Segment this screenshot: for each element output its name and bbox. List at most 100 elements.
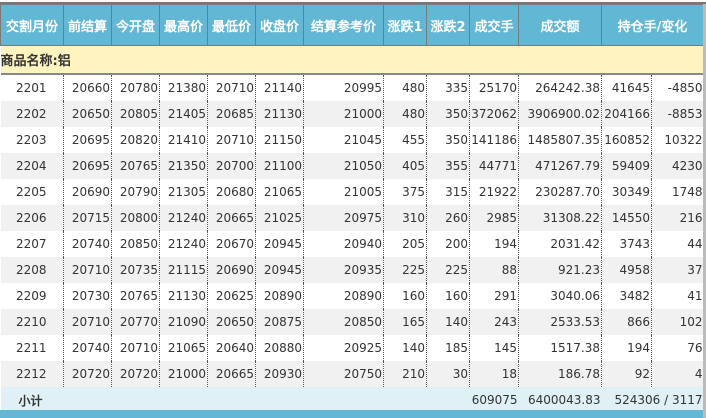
cell-settle-ref: 20850 — [303, 309, 384, 335]
cell-oi-change: 41 — [651, 283, 704, 309]
header-close[interactable]: 收盘价 — [255, 4, 304, 46]
cell-open: 20765 — [111, 283, 160, 309]
cell-low: 20685 — [207, 101, 256, 127]
cell-change2: 350 — [426, 127, 470, 153]
table-row[interactable]: 2210 20710 20770 21090 20650 20875 20850 165 140… — [0, 309, 704, 335]
cell-open: 20800 — [111, 205, 160, 231]
cell-change2: 160 — [426, 283, 470, 309]
cell-open-interest: 14550 — [601, 205, 652, 231]
cell-change1: 165 — [383, 309, 427, 335]
cell-open: 20780 — [111, 74, 160, 101]
header-row: 交割月份 前结算 今开盘 最高价 最低价 收盘价 结算参考价 涨跌1 涨跌2 成… — [0, 4, 704, 46]
cell-turnover: 2533.53 — [518, 309, 602, 335]
header-open[interactable]: 今开盘 — [111, 4, 160, 46]
header-settle-ref[interactable]: 结算参考价 — [303, 4, 384, 46]
cell-prev-settle: 20710 — [63, 309, 112, 335]
cell-close: 20890 — [255, 283, 304, 309]
cell-delivery-month: 2212 — [0, 361, 64, 387]
table-row[interactable]: 2212 20720 20720 21000 20665 20930 20750 210 30 1… — [0, 361, 704, 387]
cell-change2: 200 — [426, 231, 470, 257]
cell-delivery-month: 2205 — [15, 185, 47, 199]
cell-close: 20875 — [255, 309, 304, 335]
cell-high: 21380 — [159, 74, 208, 101]
cell-open: 20765 — [111, 153, 160, 179]
cell-volume: 18 — [469, 361, 519, 387]
cell-low: 20640 — [207, 335, 256, 361]
cell-prev-settle: 20650 — [63, 101, 112, 127]
table-row[interactable]: 2201 20660 20780 21380 20710 21140 20995 480 335… — [1, 74, 704, 101]
table-row[interactable]: 2209 20730 20765 21130 20625 20890 20890 160 160… — [1, 283, 704, 309]
cell-high: 21305 — [159, 179, 208, 205]
table-row[interactable]: 2207 20740 20850 21240 20670 20945 20940 205 200… — [1, 231, 704, 257]
cell-change1: 210 — [383, 361, 427, 387]
cell-delivery-month: 2211 — [15, 341, 47, 355]
cell-oi-change: -8853 — [651, 101, 704, 127]
cell-change1: 405 — [383, 153, 427, 179]
cell-volume: 145 — [469, 335, 519, 361]
cell-open-interest: 160852 — [601, 127, 652, 153]
product-row: 商品名称:铝 — [0, 45, 704, 75]
cell-change1: 140 — [383, 335, 427, 361]
cell-prev-settle: 20740 — [63, 335, 112, 361]
cell-low: 20680 — [207, 179, 256, 205]
cell-open-interest: 866 — [601, 309, 652, 335]
cell-volume: 88 — [469, 257, 519, 283]
cell-delivery-month: 2206 — [0, 205, 64, 231]
cell-open: 20770 — [111, 309, 160, 335]
cell-settle-ref: 20995 — [303, 74, 384, 101]
cell-turnover: 1517.38 — [518, 335, 602, 361]
cell-prev-settle: 20690 — [63, 179, 112, 205]
cell-delivery-month: 2207 — [15, 237, 47, 251]
header-turnover[interactable]: 成交额 — [518, 4, 602, 46]
cell-settle-ref: 21000 — [303, 101, 384, 127]
table-row[interactable]: 2204 20695 20765 21350 20700 21100 21050 405 355… — [0, 153, 704, 179]
cell-open-interest: 59409 — [601, 153, 652, 179]
cell-change1: 160 — [383, 283, 427, 309]
header-open-interest[interactable]: 持仓手/变化 — [601, 4, 704, 46]
table-row[interactable]: 2202 20650 20805 21405 20685 21130 21000 480 350… — [0, 101, 704, 127]
cell-oi-change: 4 — [651, 361, 704, 387]
header-delivery-month[interactable]: 交割月份 — [0, 4, 64, 46]
header-prev-settle[interactable]: 前结算 — [63, 4, 112, 46]
cell-open-interest: 204166 — [601, 101, 652, 127]
cell-change1: 455 — [383, 127, 427, 153]
table-row[interactable]: 2205 20690 20790 21305 20680 21065 21005 375 315… — [1, 179, 704, 205]
cell-low: 20710 — [207, 74, 256, 101]
table-row[interactable]: 2206 20715 20800 21240 20665 21025 20975 310 260… — [0, 205, 704, 231]
cell-oi-change: 10322 — [651, 127, 704, 153]
cell-open: 20720 — [111, 361, 160, 387]
cell-oi-change: 76 — [651, 335, 704, 361]
cell-change2: 185 — [426, 335, 470, 361]
cell-prev-settle: 20695 — [63, 127, 112, 153]
header-volume[interactable]: 成交手 — [469, 4, 519, 46]
cell-prev-settle: 20660 — [63, 74, 112, 101]
cell-turnover: 1485807.35 — [518, 127, 602, 153]
table-row[interactable]: 2211 20740 20710 21065 20640 20880 20925 140 185… — [1, 335, 704, 361]
cell-low: 20710 — [207, 127, 256, 153]
table-row[interactable]: 2203 20695 20820 21410 20710 21150 21045 455 350… — [1, 127, 704, 153]
cell-turnover: 3040.06 — [518, 283, 602, 309]
cell-turnover: 186.78 — [518, 361, 602, 387]
cell-turnover: 31308.22 — [518, 205, 602, 231]
header-change2[interactable]: 涨跌2 — [426, 4, 470, 46]
header-change1[interactable]: 涨跌1 — [383, 4, 427, 46]
cell-prev-settle: 20715 — [63, 205, 112, 231]
cell-change2: 225 — [426, 257, 470, 283]
cell-close: 21100 — [255, 153, 304, 179]
cell-open: 20735 — [111, 257, 160, 283]
cell-open: 20820 — [111, 127, 160, 153]
cell-turnover: 230287.70 — [518, 179, 602, 205]
header-high[interactable]: 最高价 — [159, 4, 208, 46]
cell-high: 21405 — [159, 101, 208, 127]
header-low[interactable]: 最低价 — [207, 4, 256, 46]
cell-close: 21150 — [255, 127, 304, 153]
cell-change2: 350 — [426, 101, 470, 127]
cell-oi-change: 1748 — [651, 179, 704, 205]
cell-close: 21130 — [255, 101, 304, 127]
table-row[interactable]: 2208 20710 20735 21115 20690 20945 20935 225 225… — [0, 257, 704, 283]
cell-turnover: 3906900.02 — [518, 101, 602, 127]
cell-high: 21240 — [159, 205, 208, 231]
cell-delivery-month: 2209 — [15, 289, 47, 303]
cell-change2: 140 — [426, 309, 470, 335]
cell-volume: 21922 — [469, 179, 519, 205]
